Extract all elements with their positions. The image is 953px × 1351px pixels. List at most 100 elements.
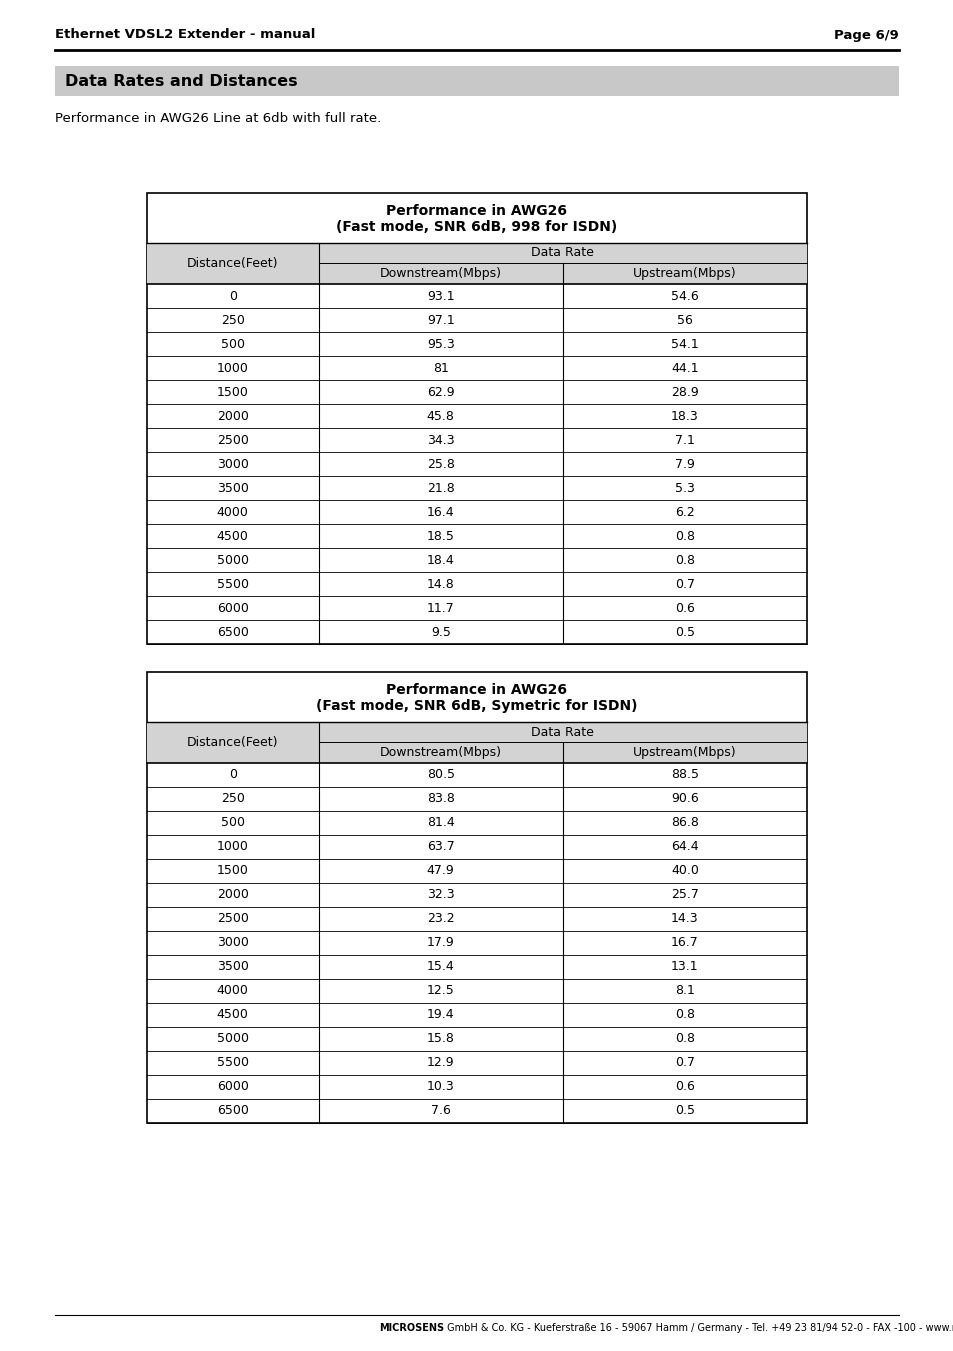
- Text: 13.1: 13.1: [670, 961, 698, 974]
- Text: 3000: 3000: [216, 936, 249, 950]
- Text: (Fast mode, SNR 6dB, 998 for ISDN): (Fast mode, SNR 6dB, 998 for ISDN): [336, 220, 617, 234]
- Text: 1500: 1500: [216, 385, 249, 399]
- Text: 0.5: 0.5: [674, 626, 694, 639]
- Text: 25.7: 25.7: [670, 889, 699, 901]
- Text: Downstream(Mbps): Downstream(Mbps): [379, 746, 501, 759]
- Text: 5500: 5500: [216, 1056, 249, 1070]
- Text: 7.6: 7.6: [431, 1105, 450, 1117]
- Text: 63.7: 63.7: [426, 840, 454, 854]
- Text: 0.6: 0.6: [675, 601, 694, 615]
- Text: 18.5: 18.5: [426, 530, 455, 543]
- Text: 0.7: 0.7: [674, 577, 694, 590]
- Text: 4500: 4500: [216, 530, 249, 543]
- Text: (Fast mode, SNR 6dB, Symetric for ISDN): (Fast mode, SNR 6dB, Symetric for ISDN): [315, 698, 638, 713]
- Text: Data Rates and Distances: Data Rates and Distances: [65, 73, 297, 89]
- Text: 6500: 6500: [216, 626, 249, 639]
- Text: 1000: 1000: [216, 840, 249, 854]
- Text: 34.3: 34.3: [426, 434, 454, 446]
- Text: 16.4: 16.4: [426, 505, 454, 519]
- Text: 3500: 3500: [216, 481, 249, 494]
- Text: 1500: 1500: [216, 865, 249, 878]
- Text: 2500: 2500: [216, 912, 249, 925]
- Text: 5500: 5500: [216, 577, 249, 590]
- Text: Performance in AWG26: Performance in AWG26: [386, 204, 567, 218]
- Text: 6000: 6000: [216, 601, 249, 615]
- Text: 62.9: 62.9: [426, 385, 454, 399]
- Text: 28.9: 28.9: [670, 385, 698, 399]
- Text: Downstream(Mbps): Downstream(Mbps): [379, 267, 501, 280]
- Text: 250: 250: [221, 313, 245, 327]
- Text: Data Rate: Data Rate: [531, 246, 594, 259]
- Text: 81.4: 81.4: [426, 816, 454, 830]
- Text: 95.3: 95.3: [426, 338, 454, 350]
- Text: 6.2: 6.2: [675, 505, 694, 519]
- Text: 47.9: 47.9: [426, 865, 454, 878]
- Text: 0.8: 0.8: [674, 554, 694, 566]
- Text: 15.4: 15.4: [426, 961, 454, 974]
- Text: 18.3: 18.3: [670, 409, 698, 423]
- Text: Upstream(Mbps): Upstream(Mbps): [633, 267, 736, 280]
- Text: 16.7: 16.7: [670, 936, 698, 950]
- Bar: [318, 263, 806, 284]
- Text: 500: 500: [220, 816, 245, 830]
- Text: 0.8: 0.8: [674, 530, 694, 543]
- Text: 0.6: 0.6: [675, 1081, 694, 1093]
- Text: 14.3: 14.3: [670, 912, 698, 925]
- Text: 8.1: 8.1: [675, 985, 694, 997]
- Text: 21.8: 21.8: [426, 481, 454, 494]
- Text: 9.5: 9.5: [431, 626, 450, 639]
- Text: 2000: 2000: [216, 889, 249, 901]
- Text: 80.5: 80.5: [426, 769, 455, 781]
- Text: Ethernet VDSL2 Extender - manual: Ethernet VDSL2 Extender - manual: [55, 28, 315, 42]
- Bar: [318, 742, 806, 763]
- Text: 0: 0: [229, 769, 236, 781]
- Text: 64.4: 64.4: [670, 840, 698, 854]
- Text: 45.8: 45.8: [426, 409, 455, 423]
- Text: 44.1: 44.1: [670, 362, 698, 374]
- Text: 12.9: 12.9: [426, 1056, 454, 1070]
- Bar: [55, 66, 898, 96]
- Text: 40.0: 40.0: [670, 865, 699, 878]
- Text: 81: 81: [433, 362, 448, 374]
- Text: 6500: 6500: [216, 1105, 249, 1117]
- Text: 500: 500: [220, 338, 245, 350]
- Bar: [318, 243, 806, 263]
- Text: Distance(Feet): Distance(Feet): [187, 736, 278, 748]
- Text: 2000: 2000: [216, 409, 249, 423]
- Text: 4500: 4500: [216, 1008, 249, 1021]
- Text: 14.8: 14.8: [426, 577, 454, 590]
- Text: 2500: 2500: [216, 434, 249, 446]
- Text: 0.8: 0.8: [674, 1032, 694, 1046]
- Text: 7.9: 7.9: [675, 458, 694, 470]
- Bar: [147, 721, 318, 763]
- Text: Page 6/9: Page 6/9: [833, 28, 898, 42]
- Text: 6000: 6000: [216, 1081, 249, 1093]
- Text: 15.8: 15.8: [426, 1032, 455, 1046]
- Bar: [318, 721, 806, 742]
- Text: 25.8: 25.8: [426, 458, 455, 470]
- Text: 88.5: 88.5: [670, 769, 699, 781]
- Text: 12.5: 12.5: [426, 985, 454, 997]
- Text: 5.3: 5.3: [675, 481, 694, 494]
- Text: 93.1: 93.1: [426, 289, 454, 303]
- Text: 0.7: 0.7: [674, 1056, 694, 1070]
- Text: 4000: 4000: [216, 985, 249, 997]
- Text: 1000: 1000: [216, 362, 249, 374]
- Text: 54.6: 54.6: [670, 289, 698, 303]
- Text: 18.4: 18.4: [426, 554, 454, 566]
- Text: MICROSENS: MICROSENS: [379, 1323, 444, 1333]
- Text: Upstream(Mbps): Upstream(Mbps): [633, 746, 736, 759]
- Text: 86.8: 86.8: [670, 816, 699, 830]
- Text: 97.1: 97.1: [426, 313, 454, 327]
- Text: 11.7: 11.7: [426, 601, 454, 615]
- Bar: [147, 193, 806, 644]
- Text: 90.6: 90.6: [670, 793, 698, 805]
- Text: Data Rate: Data Rate: [531, 725, 594, 739]
- Text: 5000: 5000: [216, 1032, 249, 1046]
- Text: 56: 56: [677, 313, 692, 327]
- Text: 0.8: 0.8: [674, 1008, 694, 1021]
- Text: 250: 250: [221, 793, 245, 805]
- Text: 32.3: 32.3: [426, 889, 454, 901]
- Text: 17.9: 17.9: [426, 936, 454, 950]
- Text: GmbH & Co. KG - Kueferstraße 16 - 59067 Hamm / Germany - Tel. +49 23 81/94 52-0 : GmbH & Co. KG - Kueferstraße 16 - 59067 …: [444, 1323, 953, 1333]
